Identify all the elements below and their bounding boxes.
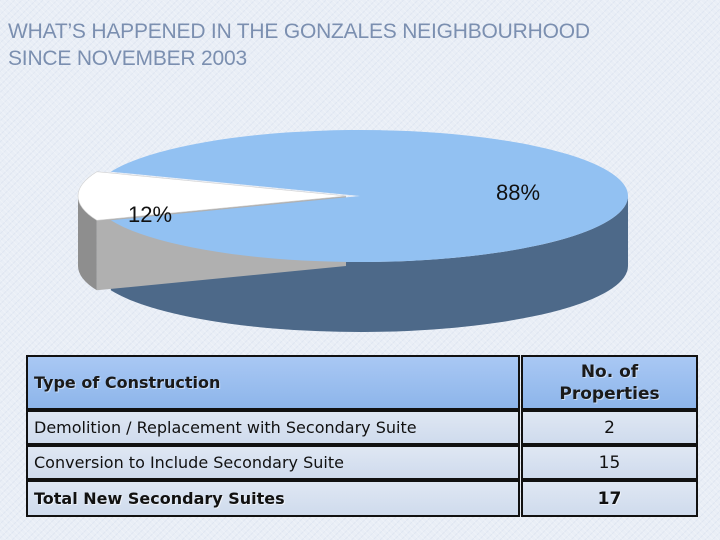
header-count-line-1: No. of xyxy=(580,361,639,382)
pie-slice-88-top xyxy=(110,129,629,262)
header-type-of-construction: Type of Construction xyxy=(26,355,520,410)
pie-label-12: 12% xyxy=(128,202,172,227)
table-row: Conversion to Include Secondary Suite 15 xyxy=(26,445,698,480)
table-total-row: Total New Secondary Suites 17 xyxy=(26,480,698,517)
header-count-line-2: Properties xyxy=(559,383,660,404)
pie-label-88: 88% xyxy=(496,180,540,205)
pie-slice-88-side xyxy=(110,196,629,332)
row-count-cell: 15 xyxy=(521,445,698,480)
header-no-of-properties: No. of Properties xyxy=(521,355,698,410)
total-type-cell: Total New Secondary Suites xyxy=(26,480,520,517)
row-count-cell: 2 xyxy=(521,410,698,445)
table-row: Demolition / Replacement with Secondary … xyxy=(26,410,698,445)
row-type-cell: Demolition / Replacement with Secondary … xyxy=(26,410,520,445)
table-header-row: Type of Construction No. of Properties xyxy=(26,355,698,410)
total-count-cell: 17 xyxy=(521,480,698,517)
title-line-2: SINCE NOVEMBER 2003 xyxy=(8,47,247,70)
pie-slice-12-side xyxy=(78,196,97,291)
title-line-1: WHAT’S HAPPENED IN THE GONZALES NEIGHBOU… xyxy=(8,20,590,43)
row-type-cell: Conversion to Include Secondary Suite xyxy=(26,445,520,480)
page-title: WHAT’S HAPPENED IN THE GONZALES NEIGHBOU… xyxy=(8,18,708,72)
pie-slice-12-top xyxy=(77,171,347,221)
